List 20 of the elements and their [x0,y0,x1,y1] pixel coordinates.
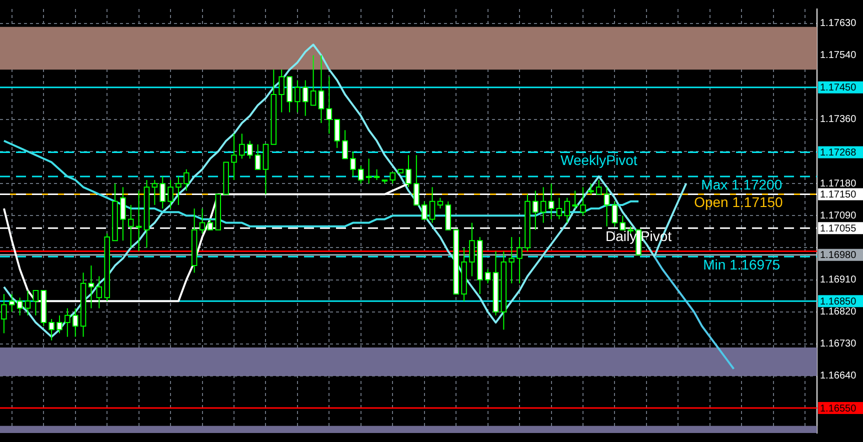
y-tick-label: 1.17360 [820,114,857,126]
y-tick-label: 1.17180 [820,178,857,190]
ref-line-label: 1.16550 [820,403,857,414]
ref-line-label: 1.16980 [820,250,857,262]
y-tick-label: 1.17090 [820,210,857,222]
ref-line-label: 1.17268 [820,147,857,158]
ref-line-label: 1.17450 [820,82,857,94]
y-tick-label: 1.16730 [820,338,857,350]
annotation: Max 1.17200 [701,176,782,192]
y-tick-label: 1.17630 [820,18,857,29]
annotation: WeeklyPivot [560,152,638,168]
y-tick-label: 1.16820 [820,306,857,318]
ref-line-label: 1.16850 [820,296,857,308]
ref-line-label: 1.17150 [820,190,857,201]
annotation: Min 1.16975 [703,256,780,272]
y-tick-label: 1.16640 [820,370,857,382]
annotation: Open 1.17150 [694,194,784,210]
y-tick-label: 1.16910 [820,274,857,286]
ref-line-label: 1.17055 [820,223,857,234]
y-tick-label: 1.17540 [820,50,857,62]
